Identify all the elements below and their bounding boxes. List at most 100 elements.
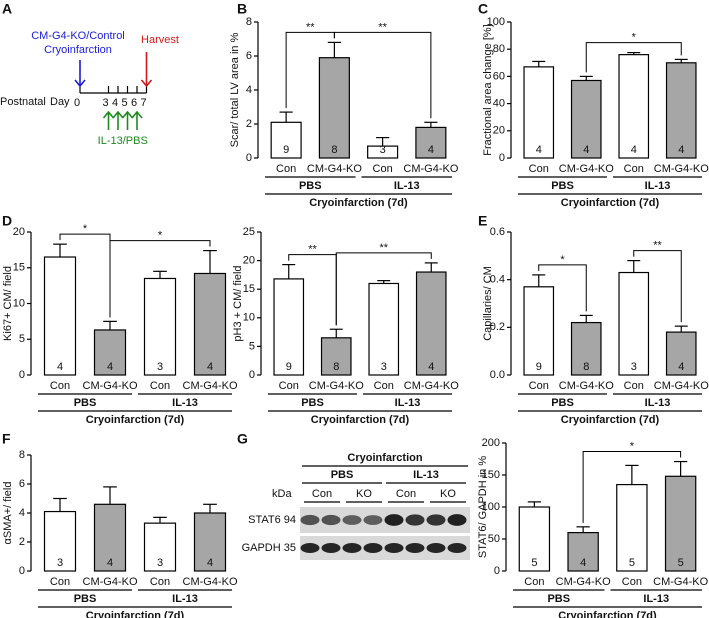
- y-tick-label: 6: [19, 478, 25, 490]
- significance-label: **: [379, 242, 388, 254]
- y-tick-label: 150: [482, 469, 500, 481]
- treatment-arrow-head: [102, 110, 115, 119]
- blot-band: [426, 543, 446, 553]
- n-label: 8: [583, 361, 589, 373]
- y-axis-label: Fractional area change [%]: [482, 24, 494, 155]
- n-label: 5: [629, 557, 635, 569]
- y-tick-label: 100: [487, 16, 505, 28]
- y-tick-label: 6: [246, 50, 252, 62]
- blot-lane: Con: [396, 488, 416, 500]
- significance-bracket: [335, 252, 432, 326]
- bar: [415, 126, 447, 159]
- blot-band: [300, 514, 320, 526]
- n-label: 4: [678, 361, 684, 373]
- x-tick-label: Con: [276, 163, 296, 175]
- x-tick-label: Con: [624, 163, 644, 175]
- blot-band: [447, 543, 467, 553]
- timeline-day: 0: [74, 97, 80, 109]
- bar: [367, 145, 399, 159]
- blot-band: [405, 514, 425, 526]
- bar: [273, 278, 305, 376]
- significance-label: *: [158, 229, 163, 241]
- y-tick-label: 0: [246, 152, 252, 164]
- bar: [93, 503, 127, 572]
- group-label: IL-13: [645, 180, 671, 192]
- x-tick-label: Con: [150, 576, 170, 588]
- significance-bracket: [538, 264, 587, 312]
- n-label: 4: [57, 361, 63, 373]
- bar: [415, 271, 447, 376]
- blot-band: [405, 543, 425, 553]
- y-tick-label: 8: [19, 449, 25, 461]
- x-tick-label: CM-G4-KO: [83, 380, 138, 392]
- timeline-day: 5: [121, 97, 127, 109]
- group-label: IL-13: [643, 593, 669, 605]
- blot-band: [300, 543, 320, 553]
- y-tick-label: 4: [246, 84, 252, 96]
- y-tick-label: 0: [249, 369, 255, 381]
- x-tick-label: CM-G4-KO: [556, 576, 611, 588]
- y-tick-label: 80: [493, 43, 505, 55]
- blot-band: [426, 514, 446, 526]
- x-tick-label: Con: [279, 380, 299, 392]
- n-label: 4: [678, 144, 684, 156]
- significance-label: **: [378, 21, 387, 33]
- blot-title: Cryoinfarction: [347, 452, 422, 464]
- blot-band: [447, 514, 467, 526]
- x-axis-label: Cryoinfarction (7d): [561, 414, 660, 426]
- blot-lane: KO: [356, 488, 372, 500]
- timeline-axis-unit: Day: [50, 96, 70, 108]
- group-label: IL-13: [172, 397, 198, 409]
- y-tick-label: 2: [246, 118, 252, 130]
- x-axis-label: Cryoinfarction (7d): [86, 414, 185, 426]
- bar: [193, 512, 227, 572]
- x-axis-label: Cryoinfarction (7d): [309, 197, 408, 209]
- significance-bracket: [585, 42, 682, 73]
- bar: [318, 57, 350, 159]
- bar: [570, 79, 602, 159]
- timeline-day: 6: [131, 97, 137, 109]
- y-tick-label: 10: [13, 297, 25, 309]
- timeline-end: Harvest: [141, 34, 179, 46]
- y-tick-label: 4: [19, 507, 25, 519]
- n-label: 9: [286, 361, 292, 373]
- treatment-arrow-head: [121, 110, 134, 119]
- x-tick-label: Con: [529, 380, 549, 392]
- significance-label: **: [308, 244, 317, 256]
- bar: [193, 272, 227, 376]
- significance-label: *: [560, 254, 565, 266]
- y-tick-label: 0.4: [490, 274, 505, 286]
- n-label: 4: [107, 361, 113, 373]
- x-tick-label: CM-G4-KO: [307, 163, 362, 175]
- x-tick-label: Con: [150, 380, 170, 392]
- blot-band: [363, 543, 383, 553]
- timeline-day: 3: [102, 97, 108, 109]
- significance-label: *: [632, 32, 637, 44]
- n-label: 9: [283, 144, 289, 156]
- n-label: 4: [580, 557, 586, 569]
- blot-band: [363, 515, 383, 525]
- n-label: 4: [207, 361, 213, 373]
- group-label: PBS: [547, 593, 570, 605]
- bar: [618, 271, 650, 376]
- timeline-axis-label: Postnatal: [0, 96, 46, 108]
- timeline-day: 7: [140, 97, 146, 109]
- y-tick-label: 20: [493, 125, 505, 137]
- timeline-day: 4: [112, 97, 118, 109]
- group-label: IL-13: [645, 397, 671, 409]
- panel-label: G: [237, 431, 248, 447]
- blot-lane: Con: [312, 488, 332, 500]
- blot-band: [384, 514, 404, 526]
- blot-band: [321, 514, 341, 526]
- bar: [618, 54, 650, 159]
- n-label: 3: [380, 144, 386, 156]
- x-tick-label: CM-G4-KO: [653, 576, 708, 588]
- x-tick-label: CM-G4-KO: [403, 163, 458, 175]
- blot-band: [384, 543, 404, 553]
- group-label: PBS: [74, 593, 97, 605]
- blot-row: STAT6 94: [248, 514, 296, 526]
- harvest-arrow-head: [140, 79, 153, 88]
- bar: [93, 329, 127, 376]
- blot-lane: KO: [440, 488, 456, 500]
- x-axis-label: Cryoinfarction (7d): [558, 610, 657, 618]
